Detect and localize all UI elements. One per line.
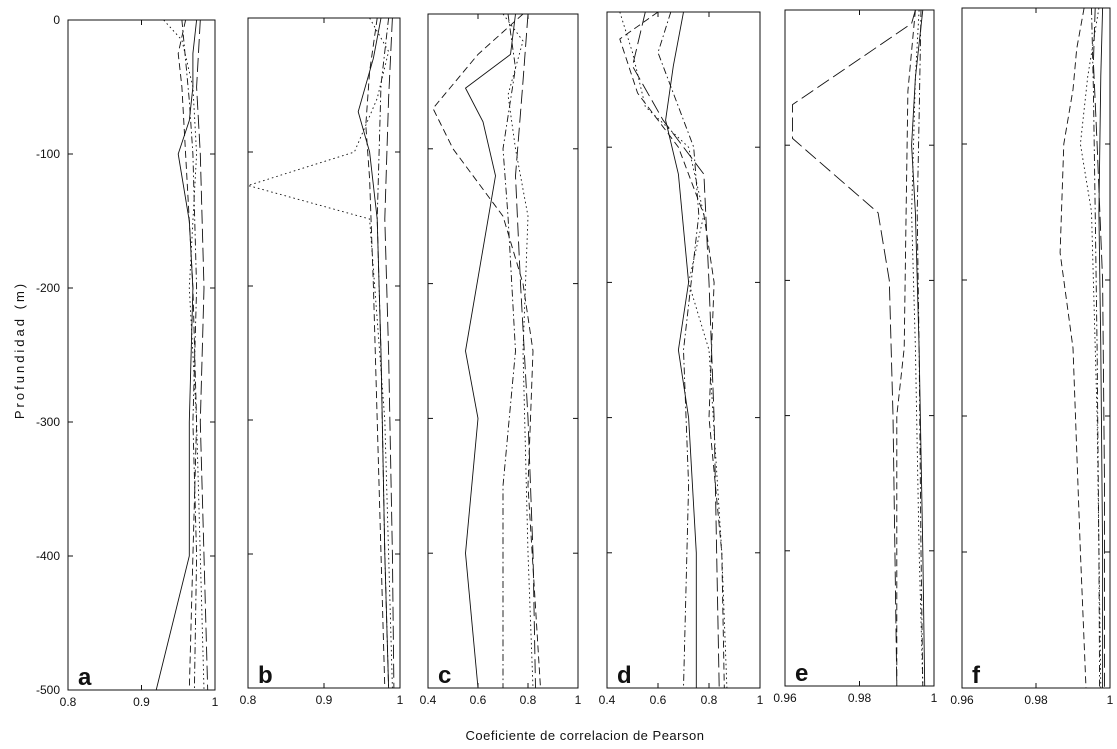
y-tick-label: -400 [36, 549, 60, 563]
panel-e: 0.96 0.98 1 e [773, 9, 938, 705]
series-dashdot-line [502, 14, 516, 688]
series-dashdot-line [916, 10, 924, 686]
series-solid-line [911, 10, 926, 686]
y-tick-label: -500 [36, 683, 60, 697]
panel-b: 0.8 0.9 1 b [240, 17, 404, 707]
y-tick-label: -200 [36, 281, 60, 295]
panel-frame [427, 13, 579, 689]
panels-layer: 0.8 0.9 10-100-200-300-400-500 a0.8 0.9 1b0.4… [36, 7, 1114, 709]
x-tick-label: 0.6 [650, 693, 667, 707]
panel-letter: a [78, 664, 92, 691]
series-dashed-line [896, 10, 916, 686]
panel-frame [606, 11, 761, 689]
series-dashed-line [365, 18, 386, 688]
series-solid-line [464, 14, 516, 688]
series-solid-line [155, 20, 198, 690]
panel-letter: e [795, 660, 808, 687]
series-dotted-line [1079, 8, 1102, 688]
series-dashdot-line [657, 12, 700, 688]
x-tick-label: 0.8 [520, 693, 537, 707]
series-solid-line [665, 12, 697, 688]
panel-frame [784, 9, 935, 687]
series-longdash-line [196, 20, 209, 690]
panel-letter: b [258, 662, 273, 689]
x-tick-label: 0.8 [701, 693, 718, 707]
panel-f: 0.96 0.98 1 f [950, 7, 1114, 707]
series-dotted-line [911, 10, 924, 686]
x-tick-label: 0.98 [848, 691, 872, 705]
x-tick-label: 0.9 [316, 693, 333, 707]
panel-letter: f [972, 662, 981, 689]
panel-frame [247, 17, 401, 689]
panel-c: 0.4 0.6 0.8 1 c [420, 13, 582, 707]
x-axis-title: Coeficiente de correlacion de Pearson [466, 728, 705, 743]
series-dotted-line [248, 18, 393, 688]
y-tick-label: 0 [53, 13, 60, 27]
x-tick-label: 1 [757, 693, 764, 707]
x-tick-label: 0.8 [60, 695, 77, 709]
series-longdash-line [632, 12, 720, 688]
series-dashdot-line [376, 18, 390, 688]
panel-frame [961, 7, 1111, 689]
y-tick-label: -300 [36, 415, 60, 429]
series-longdash-line [1092, 8, 1105, 688]
x-tick-label: 1 [1107, 693, 1114, 707]
panel-letter: c [438, 662, 451, 689]
x-tick-label: 0.6 [470, 693, 487, 707]
series-dashed-line [619, 12, 725, 688]
panel-a: 0.8 0.9 1 0 -100 -200 -300 -400 -500 a [36, 13, 219, 709]
series-dotted-line [619, 12, 728, 688]
y-tick-label: -100 [36, 147, 60, 161]
series-dashdot-line [181, 20, 198, 690]
series-longdash-line [792, 10, 916, 686]
x-tick-label: 1 [931, 691, 938, 705]
series-dashed-line [432, 14, 541, 688]
x-tick-label: 0.4 [599, 693, 616, 707]
series-dashed-line [177, 20, 198, 690]
x-tick-label: 0.8 [240, 693, 257, 707]
panel-letter: d [617, 662, 632, 689]
x-tick-label: 0.9 [133, 695, 150, 709]
series-longdash-line [515, 14, 536, 688]
x-tick-label: 1 [397, 693, 404, 707]
series-solid-line [1098, 8, 1104, 688]
x-tick-label: 1 [575, 693, 582, 707]
series-longdash-line [384, 18, 395, 688]
x-tick-label: 0.98 [1024, 693, 1048, 707]
x-tick-label: 0.96 [950, 693, 974, 707]
x-tick-label: 1 [212, 695, 219, 709]
series-dashed-line [1059, 8, 1087, 688]
panel-frame [67, 19, 216, 691]
series-dotted-line [502, 14, 534, 688]
series-solid-line [357, 18, 390, 688]
panel-d: 0.4 0.6 0.8 1 d [599, 11, 764, 707]
x-tick-label: 0.96 [773, 691, 797, 705]
x-tick-label: 0.4 [420, 693, 437, 707]
y-axis-title: Profundidad (m) [12, 281, 27, 419]
